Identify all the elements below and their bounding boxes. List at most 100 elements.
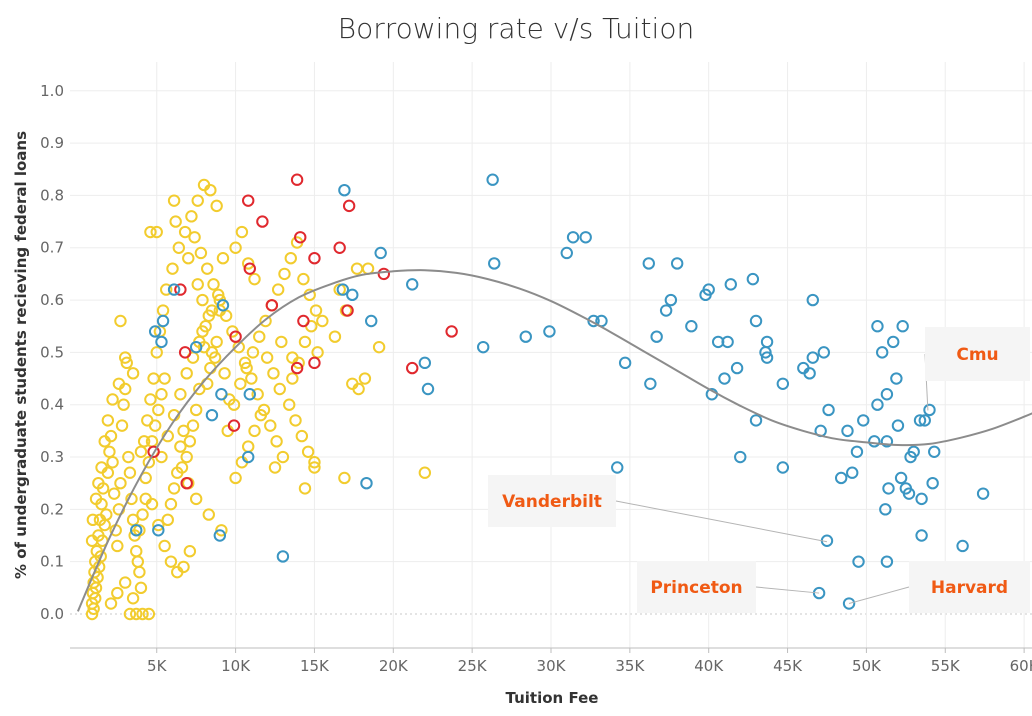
data-point-gold[interactable] <box>180 450 193 464</box>
data-point-blue[interactable] <box>618 356 632 370</box>
data-point-blue[interactable] <box>806 351 819 364</box>
data-point-gold[interactable] <box>204 361 217 375</box>
data-point-blue[interactable] <box>724 278 737 291</box>
data-point-gold[interactable] <box>111 586 124 600</box>
data-point-blue[interactable] <box>915 492 928 506</box>
data-point-gold[interactable] <box>352 382 365 396</box>
data-point-gold[interactable] <box>338 471 351 485</box>
data-point-gold[interactable] <box>212 288 225 302</box>
data-point-blue[interactable] <box>730 361 744 375</box>
data-point-gold[interactable] <box>289 414 302 427</box>
data-point-gold[interactable] <box>328 330 342 343</box>
data-point-gold[interactable] <box>308 461 321 474</box>
data-point-gold[interactable] <box>117 398 130 411</box>
data-point-blue[interactable] <box>871 320 884 333</box>
data-point-blue[interactable] <box>902 487 916 500</box>
data-point-red[interactable] <box>178 346 192 359</box>
data-point-gold[interactable] <box>103 445 116 458</box>
data-point-gold[interactable] <box>136 607 149 621</box>
data-point-gold[interactable] <box>286 372 299 385</box>
data-point-gold[interactable] <box>295 429 309 443</box>
data-point-gold[interactable] <box>276 450 290 464</box>
data-point-blue[interactable] <box>806 293 819 307</box>
data-point-blue[interactable] <box>155 335 168 349</box>
data-point-red[interactable] <box>406 361 419 375</box>
data-point-blue[interactable] <box>842 597 856 610</box>
data-point-blue[interactable] <box>760 335 774 349</box>
data-point-gold[interactable] <box>418 466 432 479</box>
data-point-blue[interactable] <box>418 356 432 370</box>
data-point-gold[interactable] <box>134 581 148 595</box>
data-point-gold[interactable] <box>191 278 204 291</box>
data-point-blue[interactable] <box>776 377 790 390</box>
data-point-gold[interactable] <box>235 225 249 239</box>
data-point-blue[interactable] <box>486 173 499 186</box>
data-point-gold[interactable] <box>202 508 215 521</box>
data-point-gold[interactable] <box>309 304 323 317</box>
data-point-gold[interactable] <box>248 272 261 286</box>
data-point-blue[interactable] <box>702 283 715 296</box>
data-point-gold[interactable] <box>100 508 113 521</box>
data-point-gold[interactable] <box>271 283 285 296</box>
data-point-gold[interactable] <box>89 492 103 506</box>
data-point-blue[interactable] <box>976 487 990 500</box>
data-point-gold[interactable] <box>150 346 163 359</box>
data-point-blue[interactable] <box>875 346 889 359</box>
data-point-blue[interactable] <box>817 346 831 359</box>
data-point-red[interactable] <box>445 325 458 338</box>
data-point-blue[interactable] <box>749 414 763 427</box>
data-point-gold[interactable] <box>242 257 255 270</box>
data-point-gold[interactable] <box>133 565 146 579</box>
data-point-gold[interactable] <box>229 241 242 254</box>
data-point-red[interactable] <box>229 330 242 343</box>
data-point-blue[interactable] <box>213 529 227 542</box>
data-point-blue[interactable] <box>918 414 931 427</box>
data-point-gold[interactable] <box>85 607 99 621</box>
data-point-blue[interactable] <box>406 278 419 291</box>
data-point-blue[interactable] <box>749 314 763 328</box>
data-point-blue[interactable] <box>685 320 698 333</box>
data-point-gold[interactable] <box>158 539 171 553</box>
data-point-gold[interactable] <box>94 550 107 563</box>
data-point-blue[interactable] <box>664 293 678 307</box>
data-point-gold[interactable] <box>185 210 198 223</box>
data-point-blue[interactable] <box>913 414 927 427</box>
data-point-gold[interactable] <box>118 576 132 589</box>
data-point-gold[interactable] <box>191 194 204 207</box>
data-point-gold[interactable] <box>196 325 209 338</box>
data-point-gold[interactable] <box>242 440 255 453</box>
data-point-blue[interactable] <box>560 246 573 260</box>
data-point-blue[interactable] <box>890 372 903 385</box>
data-point-gold[interactable] <box>150 225 163 239</box>
data-point-gold[interactable] <box>161 513 174 527</box>
data-point-gold[interactable] <box>144 393 157 406</box>
data-point-gold[interactable] <box>152 518 165 532</box>
data-point-blue[interactable] <box>650 330 663 343</box>
data-point-gold[interactable] <box>260 351 274 364</box>
data-point-gold[interactable] <box>118 351 132 364</box>
data-point-gold[interactable] <box>177 424 190 438</box>
data-point-gold[interactable] <box>122 450 135 464</box>
data-point-gold[interactable] <box>85 534 99 547</box>
data-point-blue[interactable] <box>915 529 928 542</box>
data-point-gold[interactable] <box>202 309 215 322</box>
data-point-gold[interactable] <box>183 545 197 558</box>
data-point-gold[interactable] <box>267 367 280 380</box>
data-point-gold[interactable] <box>204 183 217 197</box>
data-point-red[interactable] <box>290 173 304 186</box>
data-point-gold[interactable] <box>196 293 209 307</box>
data-point-gold[interactable] <box>156 304 170 317</box>
data-point-gold[interactable] <box>210 335 223 349</box>
data-point-blue[interactable] <box>488 257 501 270</box>
data-point-red[interactable] <box>174 283 187 296</box>
data-point-gold[interactable] <box>251 388 264 401</box>
data-point-gold[interactable] <box>104 597 118 610</box>
data-point-gold[interactable] <box>240 361 253 375</box>
data-point-gold[interactable] <box>86 513 100 527</box>
data-point-red[interactable] <box>308 252 321 265</box>
data-point-blue[interactable] <box>734 450 747 464</box>
data-point-gold[interactable] <box>144 225 157 239</box>
data-point-gold[interactable] <box>115 419 129 432</box>
data-point-gold[interactable] <box>130 545 143 558</box>
data-point-gold[interactable] <box>215 524 228 537</box>
